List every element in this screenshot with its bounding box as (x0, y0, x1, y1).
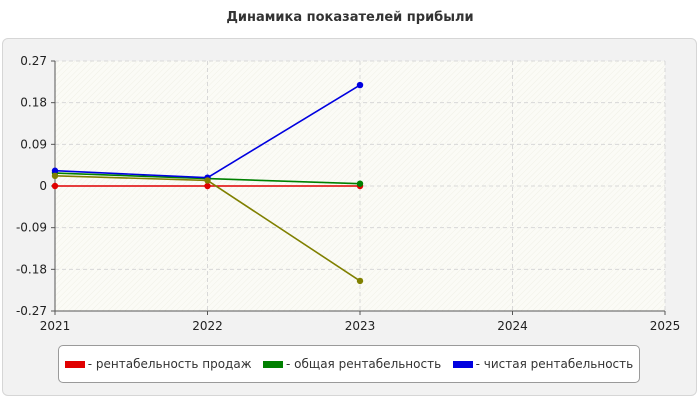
data-point (204, 182, 211, 190)
legend-item: - рентабельность продаж (64, 357, 252, 371)
y-tick-label: 0.18 (20, 96, 47, 110)
data-point (356, 81, 364, 89)
legend-swatch (263, 360, 284, 368)
legend-label: - чистая рентабельность (475, 357, 634, 371)
legend: - рентабельность продаж - общая рентабель… (58, 345, 640, 383)
y-tick-label: -0.09 (16, 221, 47, 235)
x-tick-label: 2025 (650, 319, 681, 333)
x-tick-label: 2024 (497, 319, 528, 333)
legend-label: - рентабельность продаж (87, 357, 252, 371)
data-point (204, 177, 211, 184)
data-point (51, 182, 59, 190)
data-point (51, 167, 59, 174)
y-tick-label: 0.27 (20, 54, 47, 68)
chart-title: Динамика показателей прибыли (226, 10, 474, 25)
legend-item: - чистая рентабельность (452, 357, 634, 371)
legend-swatch (64, 360, 85, 368)
legend-item: - общая рентабельность (263, 357, 441, 371)
data-point (356, 180, 364, 187)
series (51, 81, 364, 285)
x-tick-label: 2022 (192, 319, 223, 333)
data-point (51, 172, 59, 180)
y-tick-label: 0.09 (20, 137, 47, 151)
y-tick-label: -0.27 (16, 304, 47, 318)
data-point (356, 277, 364, 285)
legend-label: - общая рентабельность (286, 357, 442, 371)
y-tick-label: 0 (39, 179, 47, 193)
x-tick-label: 2023 (345, 319, 376, 333)
legend-swatch (452, 360, 473, 368)
y-tick-label: -0.18 (16, 262, 47, 276)
x-tick-label: 2021 (40, 319, 71, 333)
